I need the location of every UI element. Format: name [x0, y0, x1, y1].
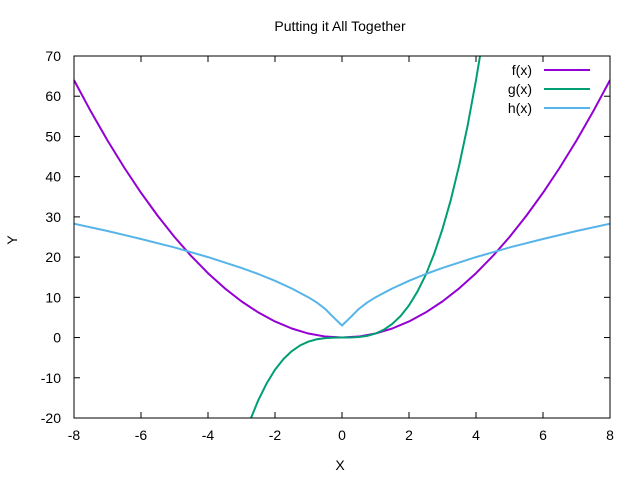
y-tick-label: 50 [45, 128, 61, 144]
legend-label: h(x) [508, 100, 532, 116]
y-tick-label: 0 [53, 330, 61, 346]
legend-label: f(x) [512, 62, 532, 78]
series-line-hx [74, 222, 610, 327]
y-tick-label: -10 [41, 370, 61, 386]
series-line-fx [74, 79, 610, 339]
x-axis-label: X [335, 457, 345, 473]
y-tick-label: -20 [41, 410, 61, 426]
series-line-gx [249, 56, 482, 418]
y-tick-label: 10 [45, 289, 61, 305]
y-axis-label: Y [4, 235, 20, 245]
x-tick-label: 8 [606, 427, 614, 443]
x-tick-label: 0 [338, 427, 346, 443]
x-tick-label: 2 [405, 427, 413, 443]
x-tick-label: 4 [472, 427, 480, 443]
y-tick-label: 70 [45, 48, 61, 64]
y-tick-label: 60 [45, 88, 61, 104]
legend: f(x) g(x) h(x) [508, 62, 590, 116]
x-tick-label: -2 [269, 427, 282, 443]
y-tick-label: 20 [45, 249, 61, 265]
y-tick-label: 40 [45, 169, 61, 185]
x-tick-label: -8 [68, 427, 81, 443]
x-tick-label: -6 [135, 427, 148, 443]
series-group [74, 56, 610, 418]
x-tick-label: 6 [539, 427, 547, 443]
plot-frame [73, 55, 611, 419]
chart-title: Putting it All Together [274, 18, 406, 34]
x-tick-label: -4 [202, 427, 215, 443]
y-tick-label: 30 [45, 209, 61, 225]
legend-label: g(x) [508, 81, 532, 97]
